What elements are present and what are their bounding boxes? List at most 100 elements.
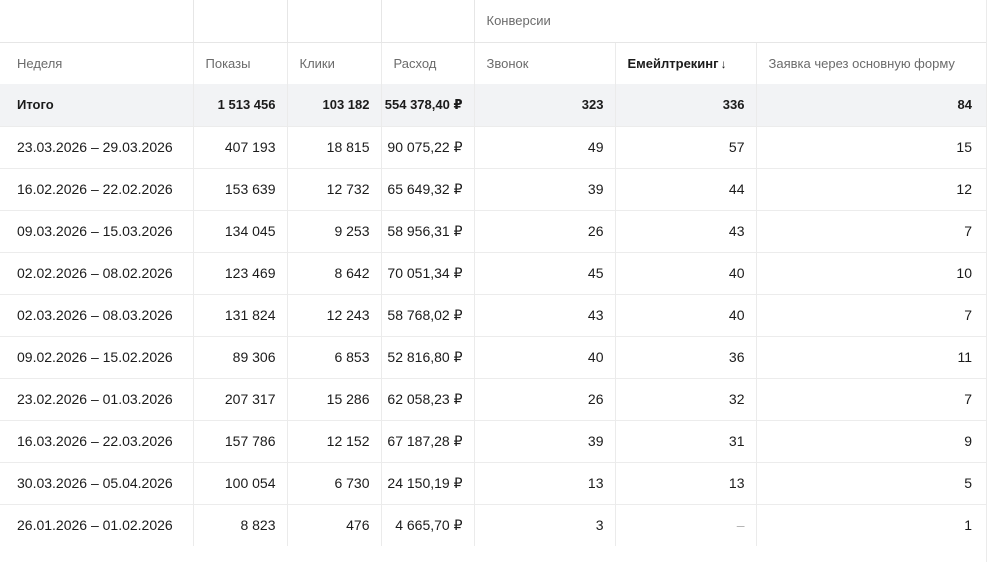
column-header-cost[interactable]: Расход [381,42,475,84]
cell-email-tracking: 36 [615,335,757,378]
cell-form-request: 11 [756,335,990,378]
column-header-week[interactable]: Неделя [0,42,194,84]
cell-impressions: 207 317 [193,377,288,420]
cell-impressions: 407 193 [193,125,288,168]
cell-email-tracking: 13 [615,461,757,504]
cell-call: 26 [474,377,616,420]
cell-impressions: 89 306 [193,335,288,378]
total-cost: 554 378,40 ₽ [381,84,475,126]
cell-form-request: 7 [756,209,990,252]
cell-cost: 58 768,02 ₽ [381,293,475,336]
total-label: Итого [0,84,194,126]
cell-form-request: 9 [756,419,990,462]
cell-call: 3 [474,503,616,546]
cell-email-tracking: 43 [615,209,757,252]
cell-cost: 62 058,23 ₽ [381,377,475,420]
cell-week: 02.03.2026 – 08.03.2026 [0,293,194,336]
total-impressions: 1 513 456 [193,84,288,126]
column-header-clicks[interactable]: Клики [287,42,382,84]
column-header-impressions[interactable]: Показы [193,42,288,84]
cell-call: 39 [474,419,616,462]
cell-call: 13 [474,461,616,504]
cell-form-request: 10 [756,251,990,294]
cell-cost: 90 075,22 ₽ [381,125,475,168]
cell-cost: 24 150,19 ₽ [381,461,475,504]
cell-week: 30.03.2026 – 05.04.2026 [0,461,194,504]
cell-impressions: 131 824 [193,293,288,336]
table-row: 09.02.2026 – 15.02.2026 89 306 6 853 52 816… [0,335,990,378]
column-header-email-tracking-label: Емейлтрекинг [627,55,719,71]
cell-cost: 67 187,28 ₽ [381,419,475,462]
cell-impressions: 8 823 [193,503,288,546]
cell-call: 39 [474,167,616,210]
cell-week: 16.02.2026 – 22.02.2026 [0,167,194,210]
header-group-row: Конверсии [0,0,990,43]
table-row: 23.03.2026 – 29.03.2026 407 193 18 815 90 0… [0,125,990,168]
cell-cost: 52 816,80 ₽ [381,335,475,378]
cell-week: 09.03.2026 – 15.03.2026 [0,209,194,252]
cell-call: 26 [474,209,616,252]
cell-email-tracking: 32 [615,377,757,420]
cell-clicks: 8 642 [287,251,382,294]
scroll-edge [986,0,990,562]
cell-form-request: 1 [756,503,990,546]
cell-clicks: 12 732 [287,167,382,210]
cell-clicks: 18 815 [287,125,382,168]
total-row: Итого 1 513 456 103 182 554 378,40 ₽ 323… [0,84,990,126]
cell-impressions: 153 639 [193,167,288,210]
cell-cost: 70 051,34 ₽ [381,251,475,294]
cell-impressions: 123 469 [193,251,288,294]
cell-call: 43 [474,293,616,336]
cell-week: 23.02.2026 – 01.03.2026 [0,377,194,420]
cell-form-request: 15 [756,125,990,168]
table-row: 30.03.2026 – 05.04.2026 100 054 6 730 24 15… [0,461,990,504]
cell-email-tracking: 44 [615,167,757,210]
cell-week: 02.02.2026 – 08.02.2026 [0,251,194,294]
column-header-form-request[interactable]: Заявка через основную форму [768,55,955,71]
cell-call: 49 [474,125,616,168]
cell-week: 09.02.2026 – 15.02.2026 [0,335,194,378]
sort-descending-icon: ↓ [720,56,727,71]
cell-week: 26.01.2026 – 01.02.2026 [0,503,194,546]
cell-call: 45 [474,251,616,294]
cell-email-tracking: – [615,503,757,546]
total-email-tracking: 336 [615,84,757,126]
cell-clicks: 12 243 [287,293,382,336]
table-row: 16.03.2026 – 22.03.2026 157 786 12 152 67 1… [0,419,990,462]
cell-cost: 4 665,70 ₽ [381,503,475,546]
header-group-empty [0,0,194,43]
cell-cost: 58 956,31 ₽ [381,209,475,252]
cell-clicks: 12 152 [287,419,382,462]
total-form-request: 84 [756,84,990,126]
cell-form-request: 5 [756,461,990,504]
total-call: 323 [474,84,616,126]
cell-form-request: 12 [756,167,990,210]
column-header-call[interactable]: Звонок [474,42,616,84]
cell-cost: 65 649,32 ₽ [381,167,475,210]
cell-clicks: 476 [287,503,382,546]
cell-clicks: 15 286 [287,377,382,420]
cell-impressions: 100 054 [193,461,288,504]
cell-form-request: 7 [756,293,990,336]
cell-email-tracking: 57 [615,125,757,168]
header-group-empty [381,0,475,43]
header-group-empty [287,0,382,43]
cell-email-tracking: 31 [615,419,757,462]
table-row: 23.02.2026 – 01.03.2026 207 317 15 286 62 0… [0,377,990,420]
total-clicks: 103 182 [287,84,382,126]
cell-clicks: 6 853 [287,335,382,378]
header-group-empty [193,0,288,43]
cell-impressions: 134 045 [193,209,288,252]
column-header-email-tracking[interactable]: Емейлтрекинг ↓ [615,42,757,84]
cell-clicks: 9 253 [287,209,382,252]
table-row: 09.03.2026 – 15.03.2026 134 045 9 253 58 95… [0,209,990,252]
cell-week: 23.03.2026 – 29.03.2026 [0,125,194,168]
table-row: 26.01.2026 – 01.02.2026 8 823 476 4 665,70 … [0,503,990,546]
cell-email-tracking: 40 [615,251,757,294]
header-row: Неделя Показы Клики Расход Звонок Емейлт… [0,42,990,84]
cell-week: 16.03.2026 – 22.03.2026 [0,419,194,462]
header-group-conversions: Конверсии [474,0,990,43]
cell-clicks: 6 730 [287,461,382,504]
cell-form-request: 7 [756,377,990,420]
